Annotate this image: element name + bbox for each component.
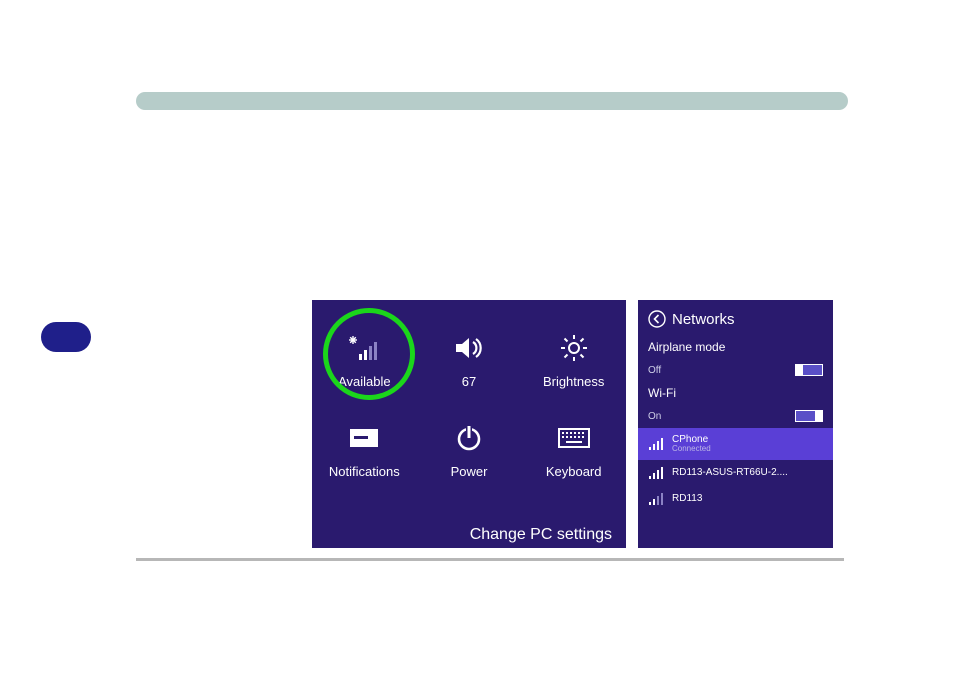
airplane-row: Off: [638, 362, 833, 382]
airplane-state: Off: [648, 365, 661, 376]
network-tile-label: Available: [338, 374, 391, 389]
networks-title: Networks: [672, 311, 735, 328]
notifications-tile-label: Notifications: [329, 464, 400, 479]
signal-icon: [648, 437, 664, 451]
volume-icon: [452, 328, 486, 368]
wifi-title: Wi-Fi: [648, 386, 823, 400]
airplane-title: Airplane mode: [648, 340, 823, 354]
brightness-tile-label: Brightness: [543, 374, 604, 389]
decorative-pill: [41, 322, 91, 352]
wifi-item-1-ssid: RD113-ASUS-RT66U-2....: [672, 467, 788, 478]
airplane-section: Airplane mode: [638, 336, 833, 362]
networks-header: Networks: [638, 310, 833, 336]
volume-tile-label: 67: [462, 374, 476, 389]
settings-panel: Available 67: [312, 300, 626, 548]
power-tile-label: Power: [451, 464, 488, 479]
wifi-item-0-status: Connected: [672, 445, 711, 454]
notifications-icon: [348, 418, 380, 458]
decorative-bottom-rule: [136, 558, 844, 561]
keyboard-icon: [557, 418, 591, 458]
signal-icon: [648, 466, 664, 480]
decorative-top-bar: [136, 92, 848, 110]
settings-grid: Available 67: [312, 300, 626, 500]
back-icon[interactable]: [648, 310, 666, 328]
power-icon: [455, 418, 483, 458]
keyboard-tile[interactable]: Keyboard: [521, 410, 626, 500]
volume-tile[interactable]: 67: [417, 320, 522, 410]
wifi-section: Wi-Fi: [638, 382, 833, 408]
wifi-toggle[interactable]: [795, 410, 823, 422]
wifi-item-2-ssid: RD113: [672, 493, 702, 504]
wifi-row: On: [638, 408, 833, 428]
networks-panel: Networks Airplane mode Off Wi-Fi On CPho…: [638, 300, 833, 548]
airplane-toggle[interactable]: [795, 364, 823, 376]
wifi-state: On: [648, 411, 661, 422]
wifi-item-0[interactable]: CPhone Connected: [638, 428, 833, 460]
notifications-tile[interactable]: Notifications: [312, 410, 417, 500]
network-available-icon: [347, 328, 381, 368]
power-tile[interactable]: Power: [417, 410, 522, 500]
brightness-tile[interactable]: Brightness: [521, 320, 626, 410]
network-tile[interactable]: Available: [312, 320, 417, 410]
change-pc-settings-link[interactable]: Change PC settings: [470, 526, 612, 544]
signal-icon: [648, 492, 664, 506]
brightness-icon: [557, 328, 591, 368]
wifi-item-1[interactable]: RD113-ASUS-RT66U-2....: [638, 460, 833, 486]
wifi-item-2[interactable]: RD113: [638, 486, 833, 512]
keyboard-tile-label: Keyboard: [546, 464, 602, 479]
